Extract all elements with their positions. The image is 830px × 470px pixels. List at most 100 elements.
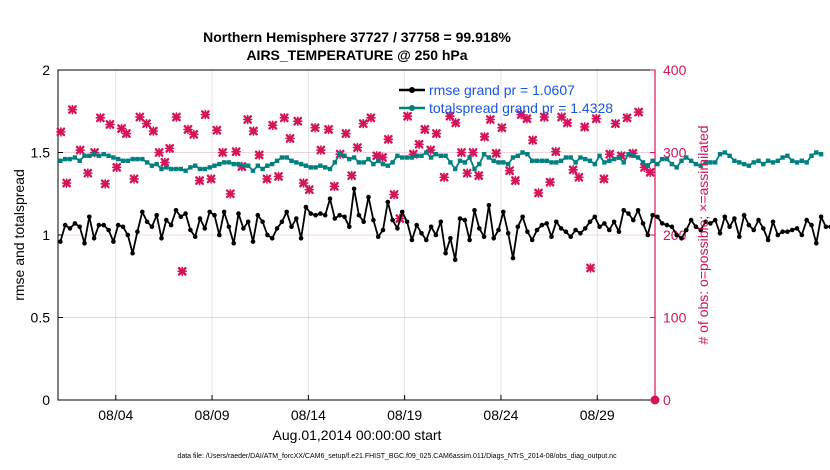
obs-assimilated-marker: [177, 266, 188, 277]
rmse-point: [82, 241, 87, 246]
spread-point: [477, 161, 482, 167]
rmse-point: [481, 234, 487, 239]
rmse-point: [640, 221, 646, 226]
rmse-point: [96, 222, 102, 228]
legend-rmse-label: rmse grand pr = 1.0607: [429, 82, 575, 98]
rmse-point: [390, 217, 395, 223]
rmse-point: [761, 226, 766, 231]
rmse-point: [385, 199, 391, 205]
rmse-point: [472, 208, 477, 213]
rmse-point: [789, 227, 795, 233]
obs-assimilated-marker: [527, 135, 538, 145]
obs-assimilated-marker: [425, 145, 436, 155]
spread-point: [318, 163, 323, 168]
spread-point: [583, 156, 588, 162]
rmse-point: [452, 257, 458, 263]
spread-point: [732, 158, 737, 163]
spread-point: [467, 155, 472, 160]
spread-point: [669, 161, 675, 167]
obs-assimilated-marker: [129, 174, 139, 184]
obs-assimilated-marker: [633, 107, 644, 117]
spread-point: [226, 160, 232, 165]
rmse-point: [433, 232, 439, 238]
obs-assimilated-marker: [491, 148, 501, 159]
spread-point: [96, 153, 102, 158]
spread-point: [765, 158, 771, 163]
spread-point: [794, 160, 800, 165]
rmse-point: [294, 216, 299, 221]
obs-assimilated-marker: [574, 172, 584, 183]
spread-point: [501, 160, 506, 165]
rmse-point: [674, 232, 679, 238]
obs-assimilated-marker: [121, 128, 132, 139]
rmse-point: [655, 214, 660, 220]
spread-point: [775, 158, 780, 163]
rmse-point: [111, 239, 116, 244]
spread-point: [655, 161, 660, 167]
spread-point: [178, 166, 183, 172]
rmse-point: [221, 209, 227, 215]
spread-point: [270, 161, 275, 167]
spread-point: [621, 160, 626, 165]
obs-assimilated-marker: [83, 168, 93, 178]
rmse-point: [62, 222, 68, 228]
obs-assimilated-marker: [105, 119, 115, 130]
rmse-point: [539, 222, 545, 228]
spread-point: [780, 155, 785, 160]
spread-point: [578, 155, 583, 160]
spread-point: [727, 153, 732, 158]
rmse-point: [462, 217, 468, 223]
rmse-point: [732, 216, 737, 221]
rmse-point: [322, 212, 328, 218]
rmse-point: [525, 229, 530, 234]
rmse-point: [529, 237, 535, 243]
obs-assimilated-marker: [285, 133, 295, 144]
spread-point: [361, 160, 366, 165]
spread-point: [443, 153, 448, 158]
x-tick-label: 08/19: [387, 407, 422, 423]
obs-assimilated-marker: [610, 118, 621, 129]
rmse-point: [168, 222, 174, 228]
spread-point: [356, 160, 362, 165]
spread-point: [130, 156, 135, 162]
spread-point: [255, 163, 260, 168]
obs-assimilated-marker: [439, 172, 449, 183]
obs-assimilated-marker: [414, 139, 424, 150]
spread-point: [67, 156, 73, 162]
rmse-point: [448, 236, 453, 241]
rmse-point: [717, 231, 723, 236]
rmse-point: [380, 227, 386, 233]
left-axis-ticks: 0 0.5 1 1.5 2: [31, 62, 63, 408]
spread-point: [246, 163, 251, 168]
rmse-point: [568, 234, 573, 239]
obs-assimilated-marker: [267, 120, 278, 131]
spread-point: [462, 160, 467, 165]
obs-assimilated-marker: [445, 111, 455, 121]
spread-point: [635, 155, 641, 160]
spread-point: [756, 158, 761, 163]
spread-point: [419, 153, 424, 158]
right-axis-ticks: 0100200300400: [650, 62, 687, 408]
spread-point: [664, 156, 670, 162]
spread-point: [573, 160, 578, 165]
rmse-point: [130, 250, 135, 256]
spread-point: [645, 163, 650, 168]
spread-point: [554, 160, 559, 165]
rmse-point: [664, 222, 670, 228]
obs-assimilated-marker: [358, 118, 369, 129]
spread-point: [506, 161, 511, 167]
spread-point: [154, 161, 159, 167]
rmse-point: [520, 214, 525, 220]
rmse-point: [554, 219, 559, 225]
obs-assimilated-marker: [545, 177, 555, 187]
x-tick-label: 08/14: [291, 407, 326, 423]
spread-point: [323, 165, 328, 170]
spread-point: [544, 158, 549, 163]
spread-point: [82, 153, 87, 158]
rmse-point: [58, 239, 63, 244]
obs-assimilated-marker: [323, 124, 334, 135]
legend-rmse-marker: [409, 87, 415, 93]
obs-assimilated-marker: [148, 126, 159, 136]
rmse-point: [611, 219, 617, 225]
spread-point: [212, 163, 217, 168]
